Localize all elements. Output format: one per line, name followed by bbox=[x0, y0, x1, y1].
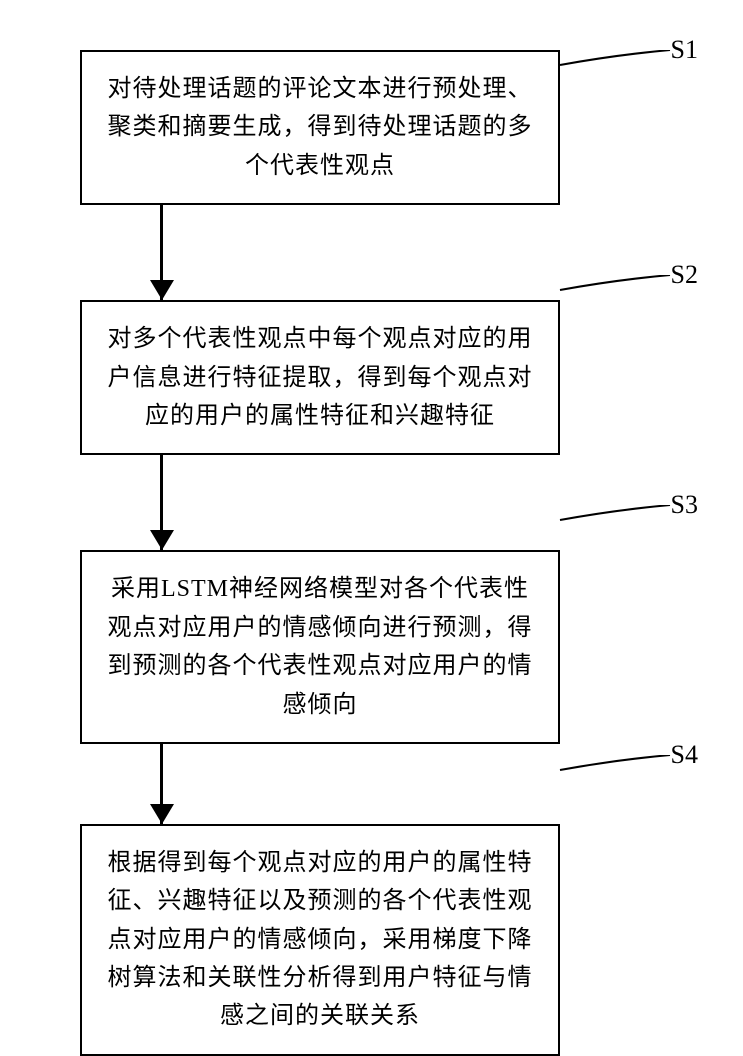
step-box-s4: 根据得到每个观点对应的用户的属性特征、兴趣特征以及预测的各个代表性观点对应用户的… bbox=[80, 824, 560, 1056]
arrow-1 bbox=[160, 205, 163, 300]
step-text-s1: 对待处理话题的评论文本进行预处理、聚类和摘要生成，得到待处理话题的多个代表性观点 bbox=[106, 70, 534, 185]
step-text-s4: 根据得到每个观点对应的用户的属性特征、兴趣特征以及预测的各个代表性观点对应用户的… bbox=[106, 844, 534, 1036]
step-text-s2: 对多个代表性观点中每个观点对应的用户信息进行特征提取，得到每个观点对应的用户的属… bbox=[106, 320, 534, 435]
flowchart-container: 对待处理话题的评论文本进行预处理、聚类和摘要生成，得到待处理话题的多个代表性观点… bbox=[80, 50, 640, 1056]
arrow-container-2 bbox=[80, 455, 640, 550]
step-box-s2: 对多个代表性观点中每个观点对应的用户信息进行特征提取，得到每个观点对应的用户的属… bbox=[80, 300, 560, 455]
arrow-container-3 bbox=[80, 744, 640, 824]
arrow-3 bbox=[160, 744, 163, 824]
step-box-s1: 对待处理话题的评论文本进行预处理、聚类和摘要生成，得到待处理话题的多个代表性观点 bbox=[80, 50, 560, 205]
arrow-2 bbox=[160, 455, 163, 550]
step-box-s3: 采用LSTM神经网络模型对各个代表性观点对应用户的情感倾向进行预测，得到预测的各… bbox=[80, 550, 560, 744]
arrow-container-1 bbox=[80, 205, 640, 300]
step-text-s3: 采用LSTM神经网络模型对各个代表性观点对应用户的情感倾向进行预测，得到预测的各… bbox=[106, 570, 534, 724]
